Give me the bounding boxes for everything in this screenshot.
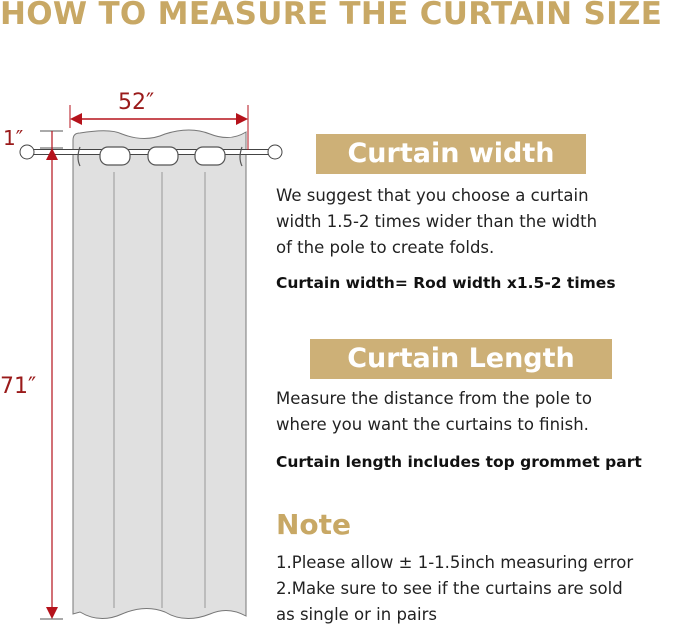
text-line: We suggest that you choose a curtain xyxy=(276,186,589,205)
text-line: width 1.5-2 times wider than the width xyxy=(276,212,598,231)
note-item: as single or in pairs xyxy=(276,605,438,624)
curtain-length-banner: Curtain Length xyxy=(310,339,612,379)
length-label: 71″ xyxy=(0,374,37,399)
page-title: HOW TO MEASURE THE CURTAIN SIZE xyxy=(0,0,663,32)
length-description: Measure the distance from the pole to wh… xyxy=(276,386,592,438)
note-list: 1.Please allow ± 1-1.5inch measuring err… xyxy=(276,550,633,628)
text-line: where you want the curtains to finish. xyxy=(276,415,589,434)
width-formula: Curtain width= Rod width x1.5-2 times xyxy=(276,274,616,292)
width-arrow xyxy=(69,105,249,150)
text-line: Measure the distance from the pole to xyxy=(276,389,592,408)
text-line: of the pole to create folds. xyxy=(276,238,495,257)
grommets xyxy=(77,146,243,167)
length-formula: Curtain length includes top grommet part xyxy=(276,453,642,471)
width-description: We suggest that you choose a curtain wid… xyxy=(276,183,597,261)
note-item: 2.Make sure to see if the curtains are s… xyxy=(276,579,623,598)
curtain-width-banner: Curtain width xyxy=(316,134,586,174)
width-label: 52″ xyxy=(118,90,155,115)
curtain-panel xyxy=(72,129,247,619)
length-arrow xyxy=(40,130,63,620)
note-heading: Note xyxy=(276,508,352,541)
grommet-label: 1″ xyxy=(3,126,24,150)
note-item: 1.Please allow ± 1-1.5inch measuring err… xyxy=(276,553,634,572)
